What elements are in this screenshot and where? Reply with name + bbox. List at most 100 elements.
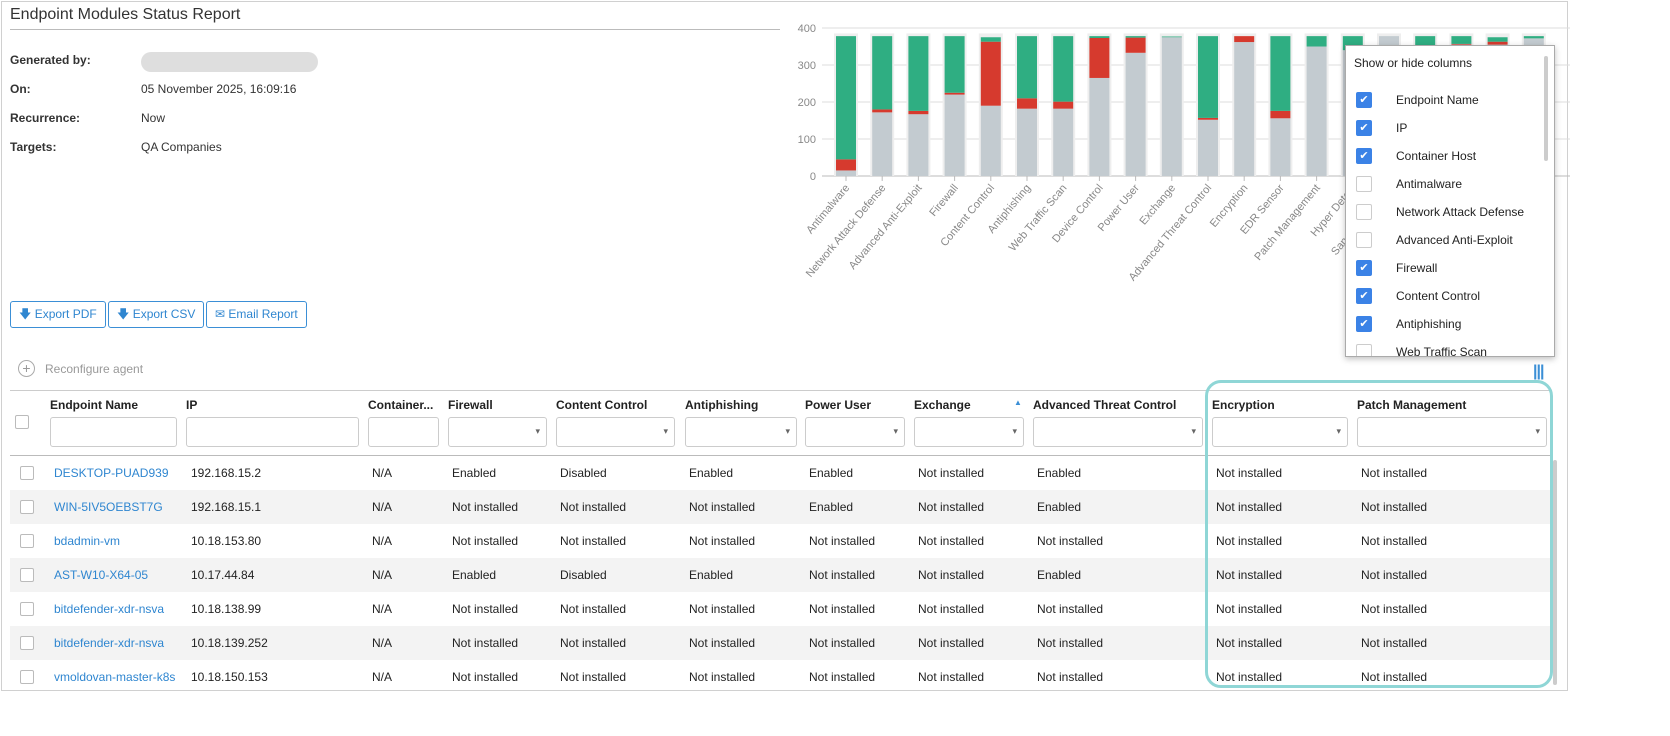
endpoint-link[interactable]: DESKTOP-PUAD939	[54, 466, 169, 480]
bar-segment-disabled	[1270, 110, 1291, 119]
column-toggle-item[interactable]: ✔ Antiphishing	[1356, 314, 1461, 334]
column-filter-input[interactable]	[186, 417, 359, 447]
column-filter-select[interactable]	[805, 417, 905, 447]
row-checkbox[interactable]	[20, 568, 34, 582]
row-checkbox[interactable]	[20, 636, 34, 650]
column-filter-select[interactable]	[448, 417, 547, 447]
checkbox-icon[interactable]: ✔	[1356, 288, 1372, 304]
email-report-button[interactable]: ✉ Email Report	[206, 301, 307, 328]
column-header[interactable]: Exchange	[914, 398, 971, 412]
table-cell: Not installed	[918, 602, 985, 616]
checkbox-icon[interactable]: ✔	[1356, 92, 1372, 108]
column-toggle-item[interactable]: Advanced Anti-Exploit	[1356, 230, 1513, 250]
column-header[interactable]: Endpoint Name	[50, 398, 139, 412]
column-filter-select[interactable]	[914, 417, 1024, 447]
column-header[interactable]: Content Control	[556, 398, 648, 412]
column-toggle-item[interactable]: ✔ Firewall	[1356, 258, 1437, 278]
table-cell: 10.18.153.80	[191, 534, 262, 548]
checkbox-icon[interactable]: ✔	[1356, 260, 1372, 276]
column-filter-select[interactable]	[1357, 417, 1547, 447]
checkbox-icon[interactable]	[1356, 176, 1372, 192]
column-toggle-item[interactable]: Network Attack Defense	[1356, 202, 1524, 222]
bar-segment-disabled	[908, 110, 929, 115]
column-toggle-item[interactable]: Antimalware	[1356, 174, 1462, 194]
table-scrollbar[interactable]	[1553, 460, 1557, 685]
endpoint-link[interactable]: AST-W10-X64-05	[54, 568, 149, 582]
checkbox-icon[interactable]	[1356, 344, 1372, 356]
table-cell: Not installed	[689, 670, 756, 684]
checkbox-icon[interactable]: ✔	[1356, 316, 1372, 332]
checkbox-icon[interactable]	[1356, 232, 1372, 248]
report-panel	[1, 1, 1568, 691]
column-filter-select[interactable]	[556, 417, 675, 447]
row-checkbox[interactable]	[20, 534, 34, 548]
table-cell: Not installed	[1361, 534, 1428, 548]
table-cell: Not installed	[809, 636, 876, 650]
show-hide-columns-popup: Show or hide columns ✔ Endpoint Name ✔ IP ✔ C…	[1345, 45, 1555, 357]
bar-segment-not-installed	[980, 105, 1001, 176]
column-toggle-item[interactable]: ✔ IP	[1356, 118, 1407, 138]
bar-segment-disabled	[1017, 98, 1037, 109]
checkbox-icon[interactable]: ✔	[1356, 120, 1372, 136]
select-all-checkbox[interactable]	[15, 415, 29, 429]
column-filter-select[interactable]	[685, 417, 797, 447]
table-cell: Not installed	[918, 466, 985, 480]
checkbox-icon[interactable]	[1356, 204, 1372, 220]
header-divider	[10, 455, 1550, 456]
row-checkbox[interactable]	[20, 466, 34, 480]
reconfigure-agent-button[interactable]: + Reconfigure agent	[18, 360, 143, 377]
bar-segment-disabled	[872, 109, 893, 113]
table-row[interactable]: bitdefender-xdr-nsva 10.18.139.252 N/A Not …	[10, 626, 1550, 660]
endpoint-link[interactable]: bitdefender-xdr-nsva	[54, 636, 165, 650]
email-report-label: Email Report	[228, 307, 298, 321]
table-cell: 10.18.139.252	[191, 636, 268, 650]
table-cell: N/A	[372, 636, 393, 650]
column-toggle-item[interactable]: ✔ Endpoint Name	[1356, 90, 1479, 110]
bar-segment-enabled	[1089, 36, 1110, 38]
row-checkbox[interactable]	[20, 500, 34, 514]
table-cell: Enabled	[809, 466, 854, 480]
row-checkbox[interactable]	[20, 602, 34, 616]
column-filter-select[interactable]	[1212, 417, 1348, 447]
column-toggle-item[interactable]: Web Traffic Scan	[1356, 342, 1487, 356]
row-checkbox[interactable]	[20, 670, 34, 684]
checkbox-icon[interactable]: ✔	[1356, 148, 1372, 164]
endpoint-link[interactable]: vmoldovan-master-k8s	[54, 670, 176, 684]
column-header[interactable]: Patch Management	[1357, 398, 1467, 412]
targets-label: Targets:	[10, 140, 57, 154]
column-filter-input[interactable]	[50, 417, 177, 447]
endpoint-link[interactable]: bitdefender-xdr-nsva	[54, 602, 165, 616]
table-row[interactable]: bdadmin-vm 10.18.153.80 N/A Not installed No…	[10, 524, 1550, 558]
table-row[interactable]: DESKTOP-PUAD939 192.168.15.2 N/A Enabled Dis…	[10, 456, 1550, 490]
column-header[interactable]: Container...	[368, 398, 434, 412]
columns-icon[interactable]: |||	[1533, 363, 1544, 380]
column-header[interactable]: Advanced Threat Control	[1033, 398, 1177, 412]
bar-segment-not-installed	[872, 112, 893, 176]
column-filter-input[interactable]	[368, 417, 439, 447]
table-row[interactable]: vmoldovan-master-k8s 10.18.150.153 N/A Not …	[10, 660, 1550, 694]
table-row[interactable]: AST-W10-X64-05 10.17.44.84 N/A Enabled Disab…	[10, 558, 1550, 592]
table-cell: Not installed	[1037, 670, 1104, 684]
column-filter-select[interactable]	[1033, 417, 1203, 447]
table-row[interactable]: WIN-5IV5OEBST7G 192.168.15.1 N/A Not instal…	[10, 490, 1550, 524]
export-pdf-button[interactable]: 🡇 Export PDF	[10, 301, 106, 328]
column-header[interactable]: IP	[186, 398, 198, 412]
column-header[interactable]: Power User	[805, 398, 872, 412]
bar-segment-enabled	[836, 36, 856, 160]
column-toggle-item[interactable]: ✔ Container Host	[1356, 146, 1476, 166]
table-cell: N/A	[372, 534, 393, 548]
endpoint-link[interactable]: WIN-5IV5OEBST7G	[54, 500, 163, 514]
y-tick-label: 300	[798, 60, 816, 72]
table-cell: Enabled	[689, 466, 734, 480]
popup-scrollbar[interactable]	[1544, 56, 1548, 161]
column-header[interactable]: Antiphishing	[685, 398, 759, 412]
column-toggle-item[interactable]: ✔ Content Control	[1356, 286, 1480, 306]
sort-asc-icon[interactable]: ▲	[1014, 398, 1022, 407]
export-csv-button[interactable]: 🡇 Export CSV	[108, 301, 205, 328]
column-header[interactable]: Encryption	[1212, 398, 1275, 412]
y-tick-label: 400	[798, 23, 816, 35]
column-header[interactable]: Firewall	[448, 398, 493, 412]
endpoint-link[interactable]: bdadmin-vm	[54, 534, 121, 548]
table-row[interactable]: bitdefender-xdr-nsva 10.18.138.99 N/A Not i…	[10, 592, 1550, 626]
table-cell: Not installed	[1361, 602, 1428, 616]
